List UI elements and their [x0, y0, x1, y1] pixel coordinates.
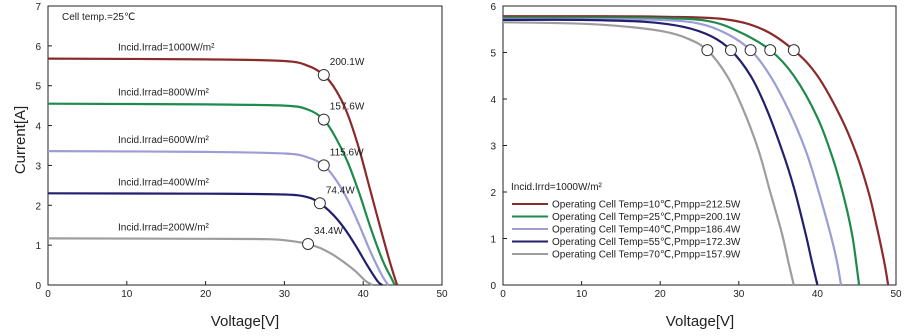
left-mpp-marker: [313, 197, 326, 210]
right-x-tick-label: 30: [733, 289, 745, 300]
left-mpp-power-label: 34.4W: [314, 226, 343, 237]
right-x-tick-label: 20: [655, 289, 667, 300]
right-y-tick-label: 5: [490, 49, 496, 60]
right-mpp-marker: [724, 44, 737, 57]
left-series-label: Incid.Irrad=200W/m²: [118, 222, 210, 233]
left-y-tick-label: 5: [35, 82, 41, 93]
left-mpp-power-label: 200.1W: [330, 57, 365, 68]
left-y-tick-label: 6: [35, 42, 41, 53]
right-series-line: [502, 18, 819, 286]
right-legend-label: Operating Cell Temp=40℃,Pmpp=186.4W: [552, 225, 741, 236]
right-y-tick-label: 1: [490, 235, 496, 246]
left-series-line: [47, 237, 374, 286]
right-mpp-marker: [787, 44, 800, 57]
right-series-line: [502, 16, 861, 286]
right-mpp-marker: [701, 44, 714, 57]
chart-right-temperature: Incid.Irrd=1000W/m² 0 10 20 30 40 50 0 1 2 3 4 5 6 Vo…: [490, 2, 902, 330]
left-plot-frame: [47, 5, 443, 286]
left-annotation-cell-temp: Cell temp.=25℃: [62, 12, 135, 23]
left-y-tick-label: 0: [35, 281, 41, 292]
right-y-tick-label: 2: [490, 188, 496, 199]
left-x-tick-label: 10: [121, 289, 133, 300]
left-mpp-marker: [317, 159, 330, 172]
right-mpp-marker: [764, 44, 777, 57]
left-x-tick-label: 20: [200, 289, 212, 300]
left-x-tick-label: 50: [436, 289, 448, 300]
left-series-label: Incid.Irrad=800W/m²: [118, 88, 210, 99]
right-y-tick-label: 4: [490, 95, 496, 106]
right-series-line: [503, 15, 890, 286]
left-y-tick-label: 3: [35, 161, 41, 172]
left-x-tick-label: 0: [45, 289, 51, 300]
left-mpp-marker: [302, 237, 315, 250]
left-x-tick-label: 40: [358, 289, 370, 300]
left-mpp-power-label: 157.6W: [330, 102, 365, 113]
left-mpp-power-label: 115.6W: [330, 147, 364, 158]
right-series-line: [502, 17, 843, 286]
left-series-label: Incid.Irrad=600W/m²: [118, 135, 210, 146]
left-x-axis-title: Voltage[V]: [211, 313, 279, 330]
right-legend-label: Operating Cell Temp=10℃,Pmpp=212.5W: [552, 200, 741, 211]
left-mpp-power-label: 74.4W: [326, 185, 355, 196]
right-x-tick-label: 40: [812, 289, 824, 300]
right-annotation-irradiance: Incid.Irrd=1000W/m²: [511, 182, 603, 193]
left-series-line: [47, 57, 399, 286]
right-x-tick-label: 0: [500, 289, 506, 300]
left-series-line: [47, 192, 383, 286]
right-series-line: [502, 21, 795, 286]
right-legend-label: Operating Cell Temp=25℃,Pmpp=200.1W: [552, 212, 741, 223]
left-y-tick-label: 1: [35, 241, 41, 252]
left-series-line: [47, 102, 396, 286]
right-y-tick-label: 6: [490, 2, 496, 13]
right-legend-label: Operating Cell Temp=55℃,Pmpp=172.3W: [552, 237, 741, 248]
left-mpp-marker: [317, 113, 330, 126]
right-y-tick-label: 0: [490, 281, 496, 292]
left-y-tick-label: 4: [35, 122, 41, 133]
left-series-label: Incid.Irrad=1000W/m²: [118, 43, 215, 54]
right-y-tick-label: 3: [490, 142, 496, 153]
right-x-axis-title: Voltage[V]: [666, 313, 734, 330]
right-mpp-marker: [744, 44, 757, 57]
right-legend-label: Operating Cell Temp=70℃,Pmpp=157.9W: [552, 250, 741, 261]
left-x-tick-label: 30: [279, 289, 291, 300]
right-x-tick-label: 10: [576, 289, 588, 300]
left-mpp-marker: [317, 68, 330, 81]
left-series-label: Incid.Irrad=400W/m²: [118, 177, 210, 188]
left-y-tick-label: 7: [35, 2, 41, 13]
left-series-line: [47, 150, 390, 286]
left-y-axis-title: Current[A]: [12, 106, 29, 174]
chart-left-irradiance: Cell temp.=25℃ 0 10 20 30 40 50 0 1 2 3 4 5 6 7 Voltag…: [12, 2, 448, 330]
right-x-tick-label: 50: [890, 289, 902, 300]
left-y-tick-label: 2: [35, 201, 41, 212]
